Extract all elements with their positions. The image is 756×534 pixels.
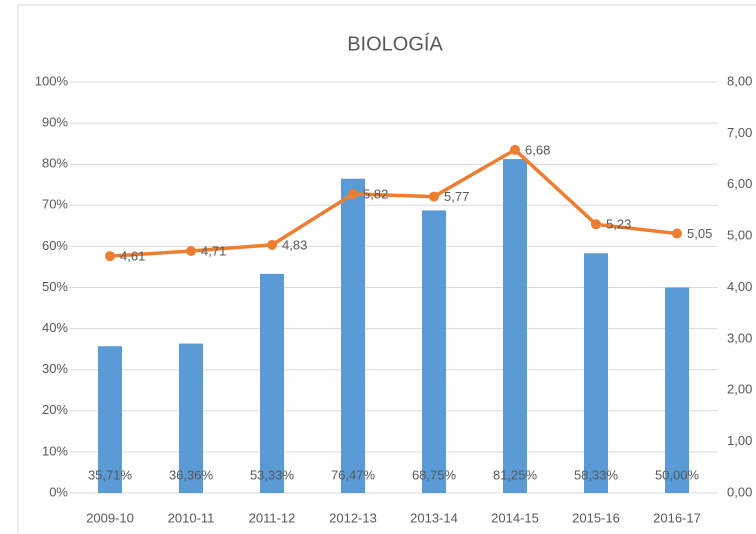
line-value-label: 5,23	[606, 217, 631, 232]
y-tick-label: 0%	[49, 484, 68, 499]
line-value-label: 6,68	[525, 142, 550, 157]
y-tick-label: 50%	[42, 279, 68, 294]
line-value-label: 4,83	[282, 237, 307, 252]
bar-value-label: 53,33%	[250, 467, 295, 482]
y-tick-label: 40%	[42, 320, 68, 335]
y-tick-label: 10%	[42, 443, 68, 458]
y2-tick-label: 4,00	[727, 279, 752, 294]
x-tick-label: 2009-10	[86, 510, 134, 525]
x-tick-label: 2011-12	[249, 510, 296, 525]
x-tick-label: 2013-14	[410, 510, 458, 525]
y2-tick-label: 1,00	[727, 433, 752, 448]
bar	[584, 253, 608, 493]
line	[109, 148, 678, 258]
bar-value-label: 81,25%	[493, 467, 538, 482]
bar	[260, 273, 284, 493]
x-tick-label: 2015-16	[572, 510, 620, 525]
chart-title: BIOLOGÍA	[347, 32, 443, 55]
bar	[665, 287, 689, 493]
x-tick-label: 2014-15	[491, 510, 539, 525]
y-tick-label: 30%	[42, 361, 68, 376]
x-tick-label: 2010-11	[168, 510, 215, 525]
bar	[503, 159, 527, 493]
line-value-label: 5,05	[687, 226, 712, 241]
y2-tick-label: 7,00	[727, 125, 752, 140]
bar	[179, 343, 203, 493]
line-point	[267, 239, 277, 250]
line-point	[510, 144, 520, 155]
y-tick-label: 70%	[42, 197, 68, 212]
bar-value-label: 50,00%	[655, 467, 700, 482]
line-value-label: 4,61	[120, 249, 145, 264]
line-value-label: 4,71	[201, 243, 226, 258]
bar-value-label: 36,36%	[169, 467, 214, 482]
line-point	[105, 251, 115, 262]
bar	[422, 210, 446, 493]
line-value-label: 5,82	[363, 186, 388, 201]
y2-tick-label: 2,00	[727, 382, 752, 397]
x-tick-label: 2012-13	[329, 510, 377, 525]
y2-tick-label: 0,00	[727, 484, 752, 499]
line-point	[591, 219, 601, 230]
chart-frame	[17, 4, 756, 534]
line-point	[672, 228, 682, 239]
bar	[98, 346, 122, 493]
y-tick-label: 80%	[42, 156, 68, 171]
line-value-label: 5,77	[444, 189, 469, 204]
bar-value-label: 68,75%	[412, 467, 457, 482]
y2-tick-label: 5,00	[727, 228, 752, 243]
bar-value-label: 58,33%	[574, 467, 619, 482]
x-tick-label: 2016-17	[653, 510, 701, 525]
y-tick-label: 100%	[35, 73, 69, 88]
line-point	[186, 246, 196, 257]
y2-tick-label: 6,00	[727, 176, 752, 191]
bar-value-label: 35,71%	[88, 467, 133, 482]
line-point	[348, 188, 358, 199]
y-tick-label: 90%	[42, 115, 68, 130]
y-tick-label: 60%	[42, 238, 68, 253]
y2-tick-label: 8,00	[727, 73, 752, 88]
bar	[341, 178, 365, 493]
line-point	[429, 191, 439, 202]
y-tick-label: 20%	[42, 402, 68, 417]
y2-tick-label: 3,00	[727, 330, 752, 345]
bar-value-label: 76,47%	[331, 467, 376, 482]
